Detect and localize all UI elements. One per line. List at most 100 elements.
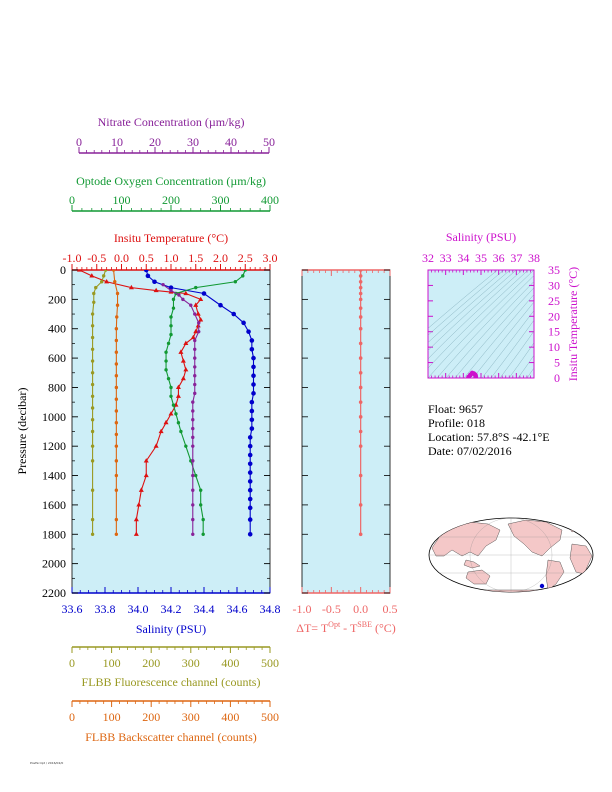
salinity-axis-tick-label: 34.4 xyxy=(194,602,215,616)
location-label: Location: 57.8°S -42.1°E xyxy=(428,430,550,444)
ts-density-contour xyxy=(508,342,534,378)
ts-data-point xyxy=(473,374,479,378)
pressure-tick-label: 1200 xyxy=(42,439,66,453)
map-land-antarctica xyxy=(429,589,591,592)
backscatter-data-point xyxy=(114,488,119,492)
oxygen-data-point xyxy=(201,517,205,522)
ts-density-contour xyxy=(428,270,517,351)
fluorescence-data-point xyxy=(90,371,95,375)
backscatter-data-point xyxy=(114,532,119,536)
nitrate-axis-tick-label: 50 xyxy=(263,135,275,149)
pressure-tick-label: 600 xyxy=(48,351,66,365)
salinity-axis-tick-label: 34.0 xyxy=(128,602,149,616)
delta-t-title-mid: - T xyxy=(340,621,358,635)
pressure-tick-label: 1000 xyxy=(42,410,66,424)
delta-t-data-point xyxy=(358,532,363,537)
temperature-axis-tick-label: 1.0 xyxy=(164,251,179,265)
ts-density-contour xyxy=(472,301,534,378)
ts-density-contour xyxy=(517,354,534,378)
delta-t-data-point xyxy=(358,473,363,478)
oxygen-data-point xyxy=(233,280,238,284)
salinity-data-point xyxy=(247,452,253,458)
nitrate-data-point xyxy=(191,400,195,404)
nitrate-data-point xyxy=(193,391,197,396)
backscatter-data-point xyxy=(115,315,119,319)
backscatter-axis-tick-label: 100 xyxy=(103,710,121,724)
pressure-tick-label: 2200 xyxy=(42,586,66,600)
backscatter-data-point xyxy=(114,374,119,378)
pressure-tick-label: 800 xyxy=(48,380,66,394)
ts-salinity-tick-label: 37 xyxy=(510,251,522,265)
nitrate-data-point xyxy=(189,303,193,307)
delta-t-title-suffix: (°C) xyxy=(372,621,396,635)
nitrate-data-point xyxy=(191,418,195,422)
temperature-axis-tick-label: 3.0 xyxy=(263,251,278,265)
delta-t-data-point xyxy=(358,400,363,404)
date-label: Date: 07/02/2016 xyxy=(428,444,512,458)
salinity-axis-tick-label: 34.8 xyxy=(260,602,281,616)
ts-density-contour xyxy=(445,281,534,378)
salinity-data-point xyxy=(247,443,253,449)
nitrate-data-point xyxy=(191,532,195,536)
ts-temperature-tick-label: 25 xyxy=(548,294,560,308)
oxygen-axis-title: Optode Oxygen Concentration (µm/kg) xyxy=(76,174,266,188)
temperature-data-point xyxy=(175,393,181,398)
nitrate-data-point xyxy=(191,503,195,507)
temperature-data-point xyxy=(178,349,184,354)
axes-layer: 0 10 20 30 40 500 100 200 300 400-1.0 -0.5 0.0 0.5 1.… xyxy=(42,135,560,724)
ts-salinity-tick-label: 32 xyxy=(422,251,434,265)
map-land-indonesia xyxy=(463,559,481,569)
nitrate-data-point xyxy=(177,293,181,297)
pressure-tick-label: 1800 xyxy=(42,527,66,541)
ts-salinity-axis-title: Salinity (PSU) xyxy=(446,230,516,244)
backscatter-data-point xyxy=(114,409,119,413)
temperature-axis-tick-label: 2.5 xyxy=(238,251,253,265)
fluorescence-data-point xyxy=(90,488,95,492)
fluorescence-data-point xyxy=(90,459,95,463)
backscatter-data-point xyxy=(115,291,120,296)
salinity-axis-tick-label: 34.2 xyxy=(161,602,182,616)
temperature-data-point xyxy=(183,367,189,372)
oxygen-data-point xyxy=(169,324,173,328)
fluorescence-data-point xyxy=(90,359,95,363)
delta-t-title-prefix: ΔT= T xyxy=(296,621,329,635)
ts-temperature-tick-label: 30 xyxy=(548,278,560,292)
temperature-data-point xyxy=(89,273,95,278)
oxygen-data-point xyxy=(169,315,173,319)
nitrate-data-point xyxy=(193,338,197,343)
ts-temperature-axis-title: Insitu Temperature (°C) xyxy=(566,267,580,381)
world-map xyxy=(428,517,594,593)
ts-density-contour xyxy=(490,319,534,378)
fluorescence-data-point xyxy=(90,394,95,398)
delta-t-data-point xyxy=(358,274,363,278)
delta-t-data-point xyxy=(358,279,363,284)
oxygen-axis-tick-label: 300 xyxy=(212,193,230,207)
nitrate-data-point xyxy=(191,488,195,492)
temperature-axis-tick-label: 0.5 xyxy=(139,251,154,265)
ts-temperature-tick-label: 10 xyxy=(548,340,560,354)
nitrate-data-point xyxy=(169,288,173,293)
delta-t-data-point xyxy=(358,415,363,419)
nitrate-data-point xyxy=(191,435,195,440)
oxygen-data-point xyxy=(174,412,178,416)
salinity-data-point xyxy=(152,279,157,285)
nitrate-data-point xyxy=(193,356,197,360)
fluorescence-axis-tick-label: 0 xyxy=(69,656,75,670)
fluorescence-axis-tick-label: 100 xyxy=(103,656,121,670)
ts-density-contour xyxy=(454,287,534,378)
ts-density-contour xyxy=(428,270,511,343)
ts-density-contour xyxy=(428,270,529,369)
oxygen-data-point xyxy=(171,403,176,407)
ts-density-contour xyxy=(428,270,505,336)
temperature-data-point xyxy=(193,328,199,334)
nitrate-data-point xyxy=(193,312,197,316)
float-location-marker xyxy=(539,583,545,589)
delta-t-data-point xyxy=(358,370,363,375)
backscatter-data-point xyxy=(114,420,119,425)
nitrate-axis-tick-label: 20 xyxy=(149,135,161,149)
backscatter-axis-tick-label: 200 xyxy=(142,710,160,724)
temperature-data-point xyxy=(133,531,139,536)
ts-density-contour xyxy=(428,270,498,329)
fluorescence-data-point xyxy=(90,429,95,434)
fluorescence-axis-tick-label: 500 xyxy=(261,656,279,670)
